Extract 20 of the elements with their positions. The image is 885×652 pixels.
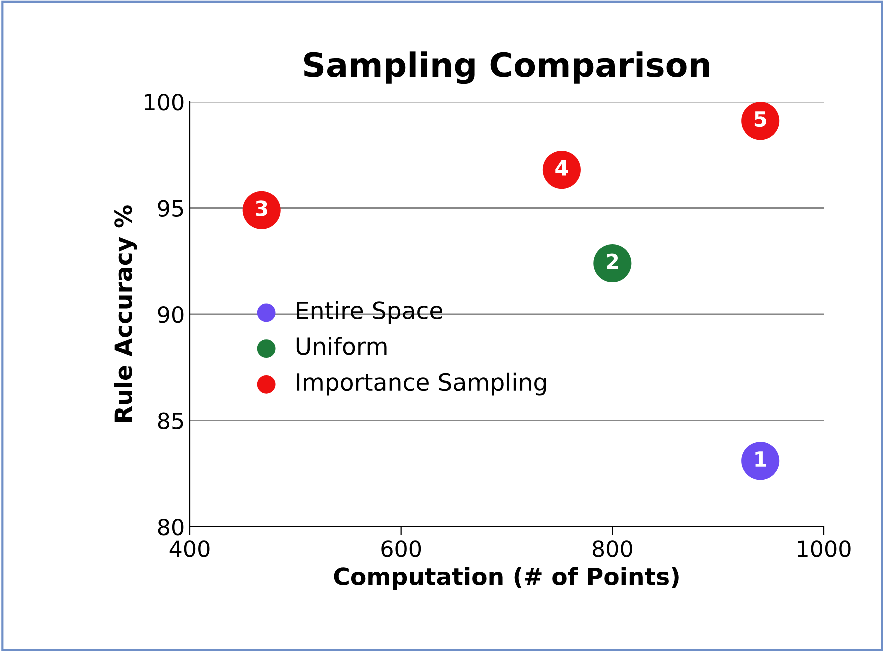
y-axis-title: Rule Accuracy % xyxy=(114,206,138,422)
y-tick-label: 100 xyxy=(145,94,184,111)
y-tick-label: 95 xyxy=(158,200,184,218)
legend-label: Importance Sampling xyxy=(297,372,546,396)
chart-title: Sampling Comparison xyxy=(304,52,710,84)
annotation: 2 xyxy=(607,254,618,270)
annotation: 1 xyxy=(756,452,766,467)
legend-label: Entire Space xyxy=(297,301,442,324)
x-tick-label: 600 xyxy=(382,540,422,558)
x-tick-label: 800 xyxy=(592,540,632,558)
annotation: 4 xyxy=(556,160,568,176)
annotation: 5 xyxy=(754,112,766,128)
y-tick-label: 90 xyxy=(158,306,184,324)
y-tick-label: 85 xyxy=(158,412,184,430)
annotation: 3 xyxy=(256,200,268,216)
x-tick-label: 1000 xyxy=(798,540,851,558)
y-tick-label: 80 xyxy=(158,518,184,536)
x-tick-label: 400 xyxy=(170,540,210,558)
x-axis-title: Computation (# of Points) xyxy=(334,567,679,590)
legend-label: Uniform xyxy=(296,337,387,356)
